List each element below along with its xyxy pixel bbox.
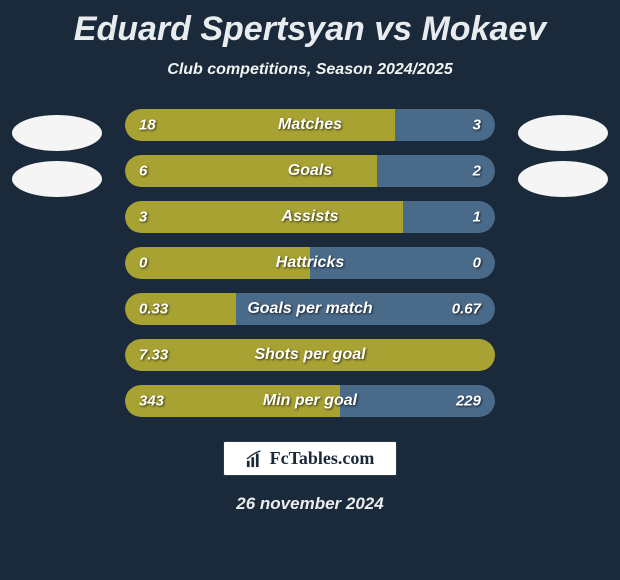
page-title: Eduard Spertsyan vs Mokaev bbox=[0, 0, 620, 49]
stat-bar-left bbox=[125, 109, 395, 141]
stat-value-left: 18 bbox=[139, 117, 156, 134]
stat-value-left: 343 bbox=[139, 393, 164, 410]
stat-row: 3 1 Assists bbox=[125, 201, 495, 233]
stat-row: 0.33 0.67 Goals per match bbox=[125, 293, 495, 325]
stat-row: 0 0 Hattricks bbox=[125, 247, 495, 279]
player-right-avatar-2 bbox=[518, 161, 608, 197]
stat-bars: 18 3 Matches 6 2 Goals 3 1 Assists 0 0 Hattricks 0.3… bbox=[125, 109, 495, 417]
stat-value-right: 3 bbox=[473, 117, 481, 134]
date-label: 26 november 2024 bbox=[236, 494, 383, 514]
brand-text: FcTables.com bbox=[270, 448, 375, 469]
player-left-avatar bbox=[12, 115, 102, 151]
stat-bar-left bbox=[125, 201, 403, 233]
stat-label: Goals bbox=[288, 162, 332, 180]
stat-value-right: 0.67 bbox=[452, 301, 481, 318]
footer: FcTables.com 26 november 2024 bbox=[0, 441, 620, 514]
stat-bar-right bbox=[403, 201, 496, 233]
stat-value-left: 0 bbox=[139, 255, 147, 272]
player-right-avatar bbox=[518, 115, 608, 151]
stat-value-left: 3 bbox=[139, 209, 147, 226]
player-left-avatar-2 bbox=[12, 161, 102, 197]
stat-label: Min per goal bbox=[263, 392, 357, 410]
stat-label: Matches bbox=[278, 116, 342, 134]
stat-label: Goals per match bbox=[247, 300, 372, 318]
stat-label: Hattricks bbox=[276, 254, 344, 272]
comparison-chart: 18 3 Matches 6 2 Goals 3 1 Assists 0 0 Hattricks 0.3… bbox=[0, 109, 620, 417]
stat-value-left: 6 bbox=[139, 163, 147, 180]
stat-value-right: 229 bbox=[456, 393, 481, 410]
stat-row: 6 2 Goals bbox=[125, 155, 495, 187]
stat-label: Assists bbox=[282, 208, 339, 226]
stat-value-left: 7.33 bbox=[139, 347, 168, 364]
brand-icon bbox=[246, 450, 264, 468]
stat-value-right: 1 bbox=[473, 209, 481, 226]
stat-bar-left bbox=[125, 155, 377, 187]
stat-row: 7.33 Shots per goal bbox=[125, 339, 495, 371]
stat-row: 343 229 Min per goal bbox=[125, 385, 495, 417]
stat-value-right: 0 bbox=[473, 255, 481, 272]
stat-value-left: 0.33 bbox=[139, 301, 168, 318]
stat-label: Shots per goal bbox=[254, 346, 365, 364]
brand-badge: FcTables.com bbox=[223, 441, 398, 476]
stat-value-right: 2 bbox=[473, 163, 481, 180]
stat-row: 18 3 Matches bbox=[125, 109, 495, 141]
subtitle: Club competitions, Season 2024/2025 bbox=[0, 61, 620, 79]
